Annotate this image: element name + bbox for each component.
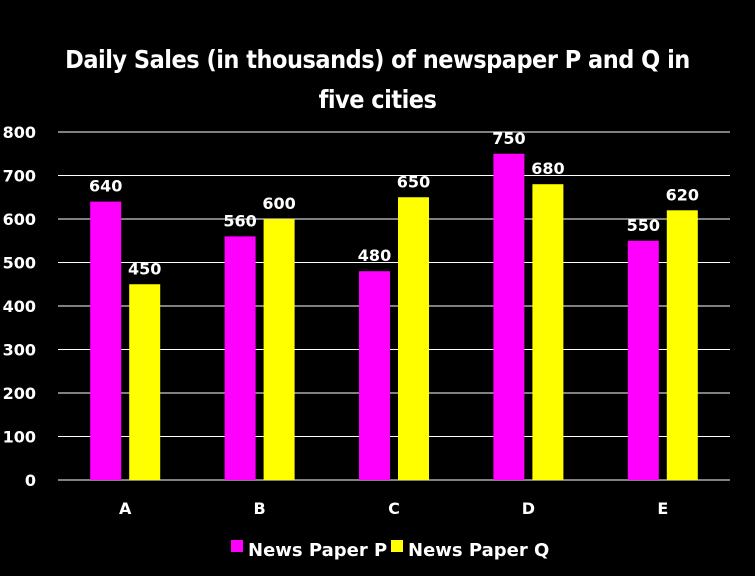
bar-d-series-1 <box>493 153 525 480</box>
bar-a-series-1 <box>90 201 122 480</box>
legend-swatch-2 <box>391 540 403 552</box>
y-tick-label-300: 300 <box>3 341 36 360</box>
gridlines <box>58 131 730 481</box>
data-label-a-series-2: 450 <box>128 259 161 278</box>
bar-b-series-2 <box>263 219 295 480</box>
data-label-e-series-2: 620 <box>666 185 699 204</box>
data-labels: 640 450 560 600 480 650 750 680 550 620 <box>89 129 699 279</box>
data-label-b-series-1: 560 <box>223 211 256 230</box>
data-label-e-series-1: 550 <box>627 216 660 235</box>
y-tick-label-0: 0 <box>25 471 36 490</box>
data-label-c-series-2: 650 <box>397 172 430 191</box>
y-tick-label-200: 200 <box>3 384 36 403</box>
y-tick-label-700: 700 <box>3 167 36 186</box>
legend: News Paper P News Paper Q <box>231 540 549 561</box>
bar-a-series-2 <box>129 284 161 480</box>
data-label-d-series-1: 750 <box>492 129 525 148</box>
x-tick-label-d: D <box>522 499 535 518</box>
x-tick-label-a: A <box>119 499 132 518</box>
y-tick-label-100: 100 <box>3 428 36 447</box>
legend-label-1: News Paper P <box>248 540 387 561</box>
data-label-b-series-2: 600 <box>262 194 295 213</box>
x-tick-label-c: C <box>388 499 400 518</box>
bar-b-series-1 <box>224 236 256 480</box>
y-tick-label-800: 800 <box>3 123 36 142</box>
bars <box>90 153 698 481</box>
x-tick-label-b: B <box>253 499 265 518</box>
y-tick-label-600: 600 <box>3 210 36 229</box>
legend-swatch-1 <box>231 540 243 552</box>
legend-label-2: News Paper Q <box>408 540 549 561</box>
bar-e-series-1 <box>627 240 659 480</box>
x-axis: A B C D E <box>119 499 668 518</box>
bar-c-series-2 <box>398 197 429 480</box>
data-label-c-series-1: 480 <box>358 246 391 265</box>
bar-e-series-2 <box>666 210 698 481</box>
y-tick-label-500: 500 <box>3 254 36 273</box>
y-tick-label-400: 400 <box>3 297 36 316</box>
bar-c-series-1 <box>359 271 390 480</box>
y-axis: 0 100 200 300 400 500 600 700 800 <box>3 123 36 490</box>
data-label-d-series-2: 680 <box>531 159 564 178</box>
x-tick-label-e: E <box>657 499 668 518</box>
data-label-a-series-1: 640 <box>89 177 122 196</box>
bar-d-series-2 <box>532 184 564 480</box>
chart-title: Daily Sales (in thousands) of newspaper … <box>65 45 690 114</box>
